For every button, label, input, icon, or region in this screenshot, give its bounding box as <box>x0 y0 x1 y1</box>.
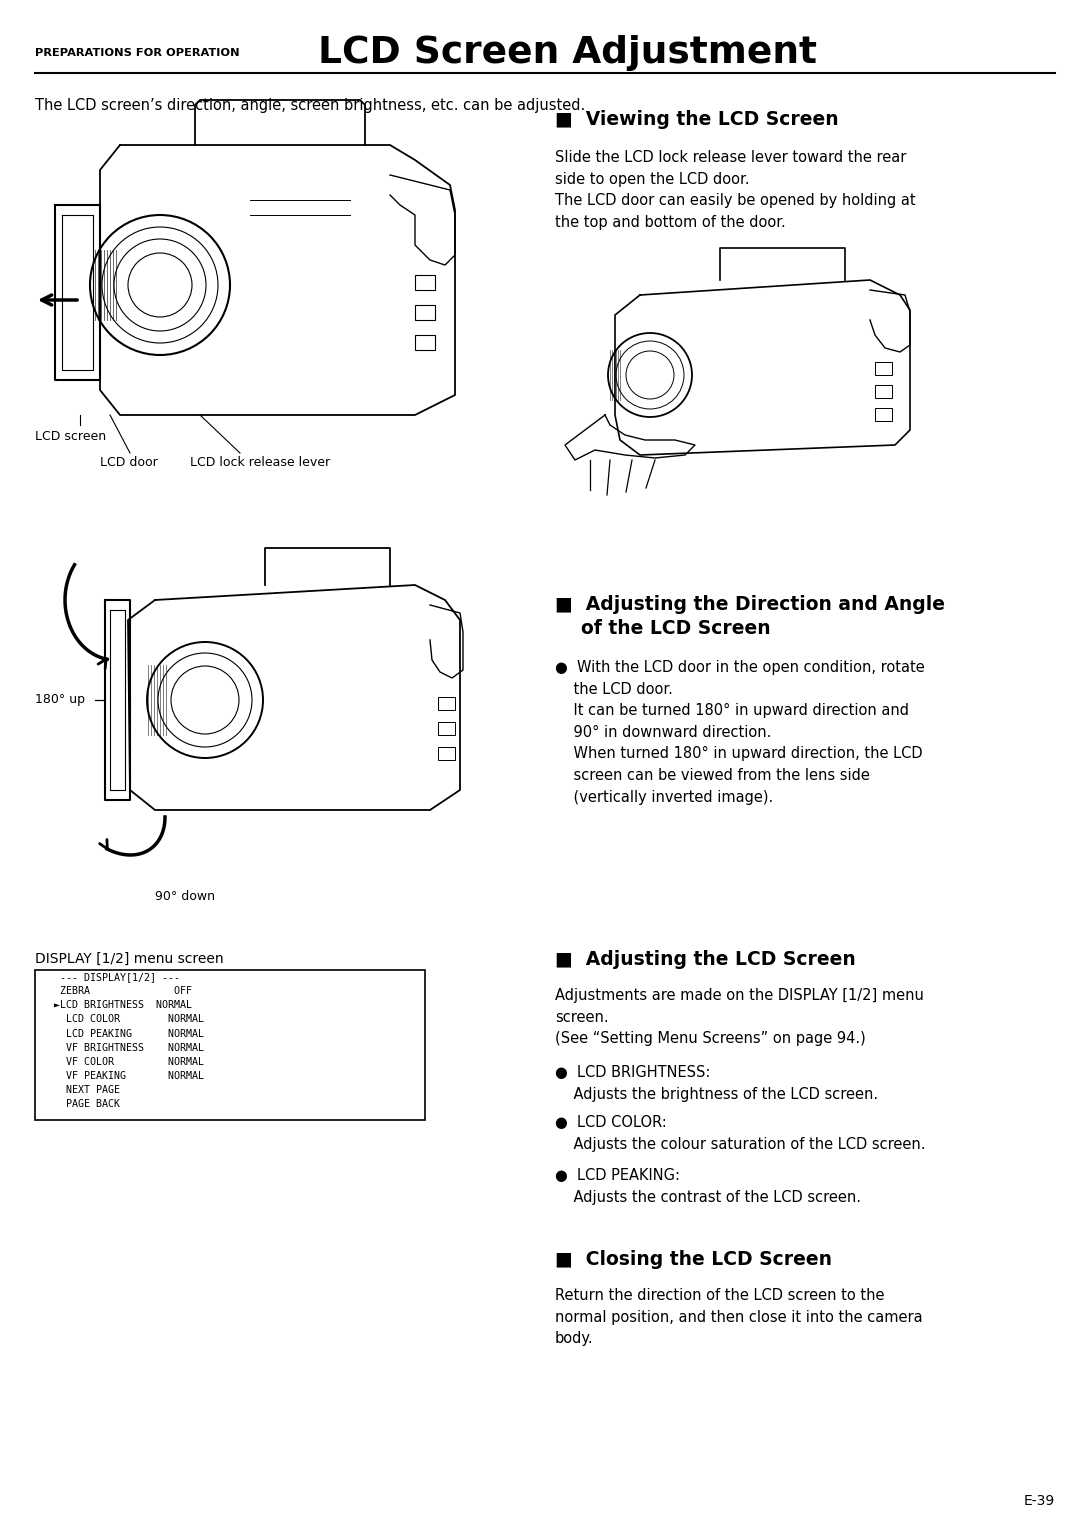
Text: E-39: E-39 <box>1024 1494 1055 1508</box>
Bar <box>415 304 435 320</box>
Text: Return the direction of the LCD screen to the
normal position, and then close it: Return the direction of the LCD screen t… <box>555 1287 922 1346</box>
Bar <box>415 275 435 291</box>
Text: LCD screen: LCD screen <box>35 430 106 443</box>
Bar <box>875 362 892 375</box>
Bar <box>438 697 455 709</box>
Bar <box>415 335 435 350</box>
Text: ●  LCD COLOR:
    Adjusts the colour saturation of the LCD screen.: ● LCD COLOR: Adjusts the colour saturati… <box>555 1115 926 1151</box>
Text: LCD door: LCD door <box>100 456 158 469</box>
Text: ■  Adjusting the Direction and Angle
    of the LCD Screen: ■ Adjusting the Direction and Angle of t… <box>555 595 945 638</box>
Bar <box>875 385 892 398</box>
FancyBboxPatch shape <box>35 969 426 1121</box>
Bar <box>438 748 455 760</box>
Text: Slide the LCD lock release lever toward the rear
side to open the LCD door.
The : Slide the LCD lock release lever toward … <box>555 150 916 229</box>
Text: --- DISPLAY[1/2] ---
  ZEBRA              OFF
 ►LCD BRIGHTNESS  NORMAL
   LCD CO: --- DISPLAY[1/2] --- ZEBRA OFF ►LCD BRIG… <box>48 972 204 1110</box>
Text: Adjustments are made on the DISPLAY [1/2] menu
screen.
(See “Setting Menu Screen: Adjustments are made on the DISPLAY [1/2… <box>555 988 923 1046</box>
Text: ■  Closing the LCD Screen: ■ Closing the LCD Screen <box>555 1251 832 1269</box>
Text: The LCD screen’s direction, angle, screen brightness, etc. can be adjusted.: The LCD screen’s direction, angle, scree… <box>35 98 585 113</box>
Text: ●  With the LCD door in the open condition, rotate
    the LCD door.
    It can : ● With the LCD door in the open conditio… <box>555 661 924 804</box>
Text: PREPARATIONS FOR OPERATION: PREPARATIONS FOR OPERATION <box>35 47 240 58</box>
Bar <box>438 722 455 735</box>
Text: ●  LCD PEAKING:
    Adjusts the contrast of the LCD screen.: ● LCD PEAKING: Adjusts the contrast of t… <box>555 1168 861 1205</box>
Text: LCD Screen Adjustment: LCD Screen Adjustment <box>318 35 816 70</box>
Text: 90° down: 90° down <box>156 890 215 904</box>
Text: ●  LCD BRIGHTNESS:
    Adjusts the brightness of the LCD screen.: ● LCD BRIGHTNESS: Adjusts the brightness… <box>555 1066 878 1101</box>
Text: LCD lock release lever: LCD lock release lever <box>190 456 330 469</box>
Bar <box>875 408 892 420</box>
Text: 180° up: 180° up <box>35 694 85 706</box>
Text: DISPLAY [1/2] menu screen: DISPLAY [1/2] menu screen <box>35 953 224 966</box>
Text: ■  Viewing the LCD Screen: ■ Viewing the LCD Screen <box>555 110 839 128</box>
Text: ■  Adjusting the LCD Screen: ■ Adjusting the LCD Screen <box>555 950 855 969</box>
